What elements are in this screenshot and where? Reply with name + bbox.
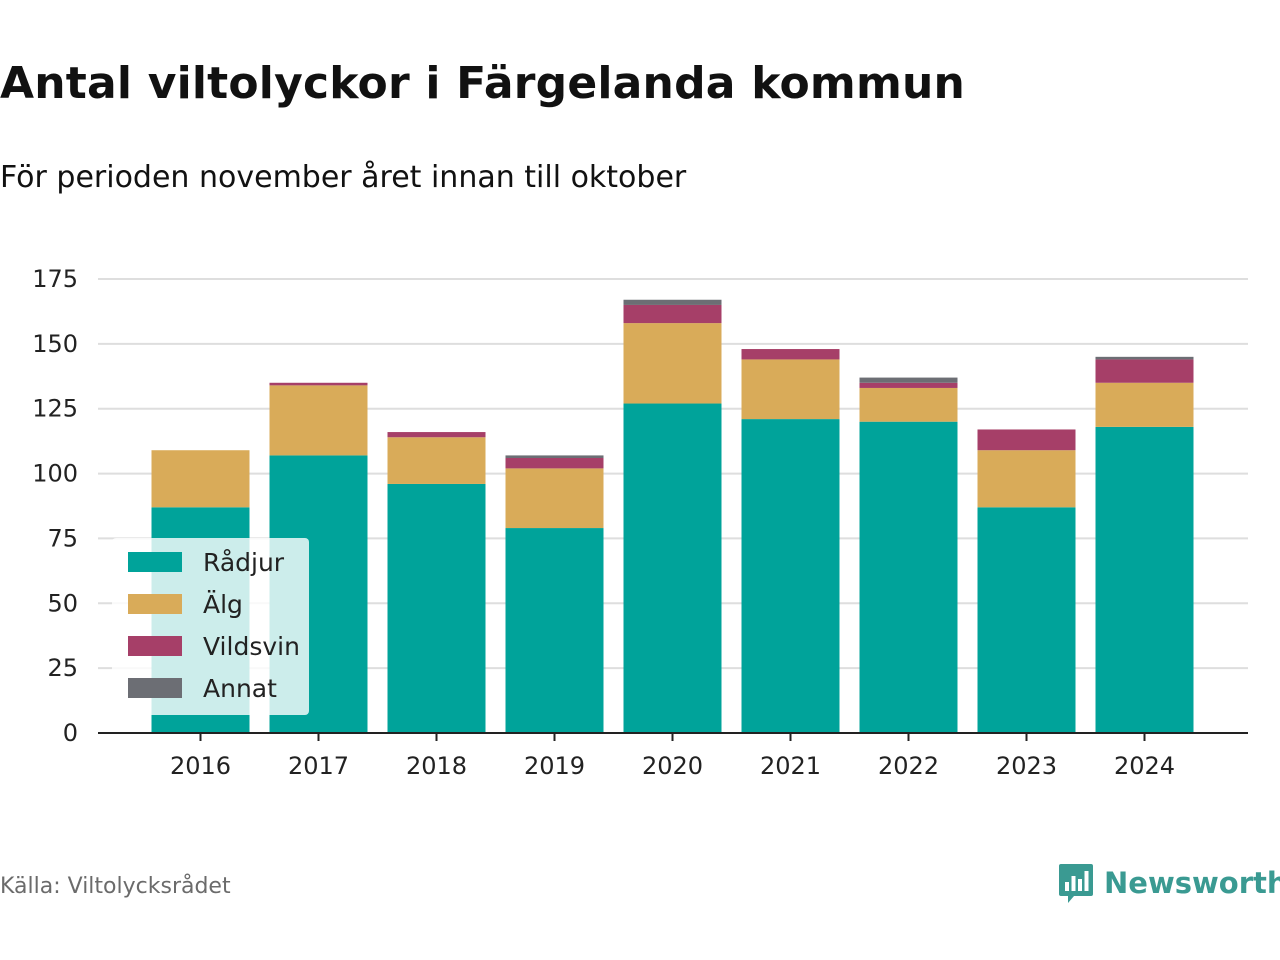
- bar-2021-Vildsvin: [741, 349, 840, 360]
- y-tick-label: 25: [47, 654, 78, 682]
- x-tick-label: 2016: [170, 752, 231, 780]
- bar-2020-Rådjur: [623, 403, 722, 733]
- bar-2018-Vildsvin: [387, 432, 486, 438]
- bar-2019-Rådjur: [505, 528, 604, 733]
- bar-2021-Rådjur: [741, 419, 840, 733]
- bar-2024-Vildsvin: [1095, 359, 1194, 383]
- bar-2022-Vildsvin: [859, 382, 958, 388]
- bar-2018-Älg: [387, 437, 486, 484]
- bar-2023-Rådjur: [977, 507, 1076, 733]
- brand-logo[interactable]: Newsworthy: [1058, 862, 1280, 904]
- bar-2021-Älg: [741, 359, 840, 420]
- bar-2022-Annat: [859, 377, 958, 383]
- bar-2024-Älg: [1095, 382, 1194, 427]
- y-tick-label: 100: [32, 460, 78, 488]
- bar-2017-Älg: [269, 385, 368, 456]
- y-tick-label: 175: [32, 265, 78, 293]
- legend-label: Rådjur: [203, 548, 285, 577]
- newsworthy-logo-icon: [1059, 864, 1093, 903]
- bar-2016-Älg: [151, 450, 250, 508]
- bar-2023-Älg: [977, 450, 1076, 508]
- chart-title: Antal viltolyckor i Färgelanda kommun: [0, 58, 966, 109]
- legend-swatch: [128, 552, 182, 572]
- x-tick-label: 2023: [996, 752, 1057, 780]
- y-tick-label: 0: [63, 719, 78, 747]
- bar-2024-Rådjur: [1095, 426, 1194, 733]
- bar-2017-Vildsvin: [269, 382, 368, 386]
- bar-2019-Älg: [505, 468, 604, 529]
- x-tick-label: 2021: [760, 752, 821, 780]
- bar-2024-Annat: [1095, 356, 1194, 360]
- bar-2020-Vildsvin: [623, 304, 722, 324]
- y-tick-label: 150: [32, 330, 78, 358]
- x-tick-label: 2018: [406, 752, 467, 780]
- legend-label: Vildsvin: [203, 632, 300, 661]
- x-tick-label: 2022: [878, 752, 939, 780]
- y-tick-label: 50: [47, 589, 78, 617]
- legend-label: Älg: [203, 590, 243, 619]
- legend-swatch: [128, 594, 182, 614]
- bar-2020-Älg: [623, 323, 722, 404]
- bar-2019-Annat: [505, 455, 604, 459]
- bar-2020-Annat: [623, 299, 722, 305]
- x-tick-label: 2019: [524, 752, 585, 780]
- legend-label: Annat: [203, 674, 277, 703]
- legend-box: [112, 538, 309, 715]
- legend-swatch: [128, 636, 182, 656]
- legend: Rådjur Älg Vildsvin Annat: [112, 538, 309, 715]
- source-note: Källa: Viltolycksrådet: [0, 874, 231, 899]
- legend-swatch: [128, 678, 182, 698]
- x-tick-label: 2020: [642, 752, 703, 780]
- x-tick-label: 2024: [1114, 752, 1175, 780]
- bar-2022-Älg: [859, 387, 958, 422]
- bar-2019-Vildsvin: [505, 458, 604, 469]
- x-tick-label: 2017: [288, 752, 349, 780]
- bar-2023-Vildsvin: [977, 429, 1076, 451]
- axes: 0 25 50 75 100 125 150 175 2016 2017 2018 2019 2020 2…: [32, 265, 1248, 780]
- y-tick-label: 75: [47, 524, 78, 552]
- y-tick-label: 125: [32, 395, 78, 423]
- brand-name: Newsworthy: [1104, 866, 1280, 900]
- chart-subtitle: För perioden november året innan till ok…: [0, 160, 687, 195]
- bar-2022-Rådjur: [859, 421, 958, 733]
- bar-2018-Rådjur: [387, 483, 486, 733]
